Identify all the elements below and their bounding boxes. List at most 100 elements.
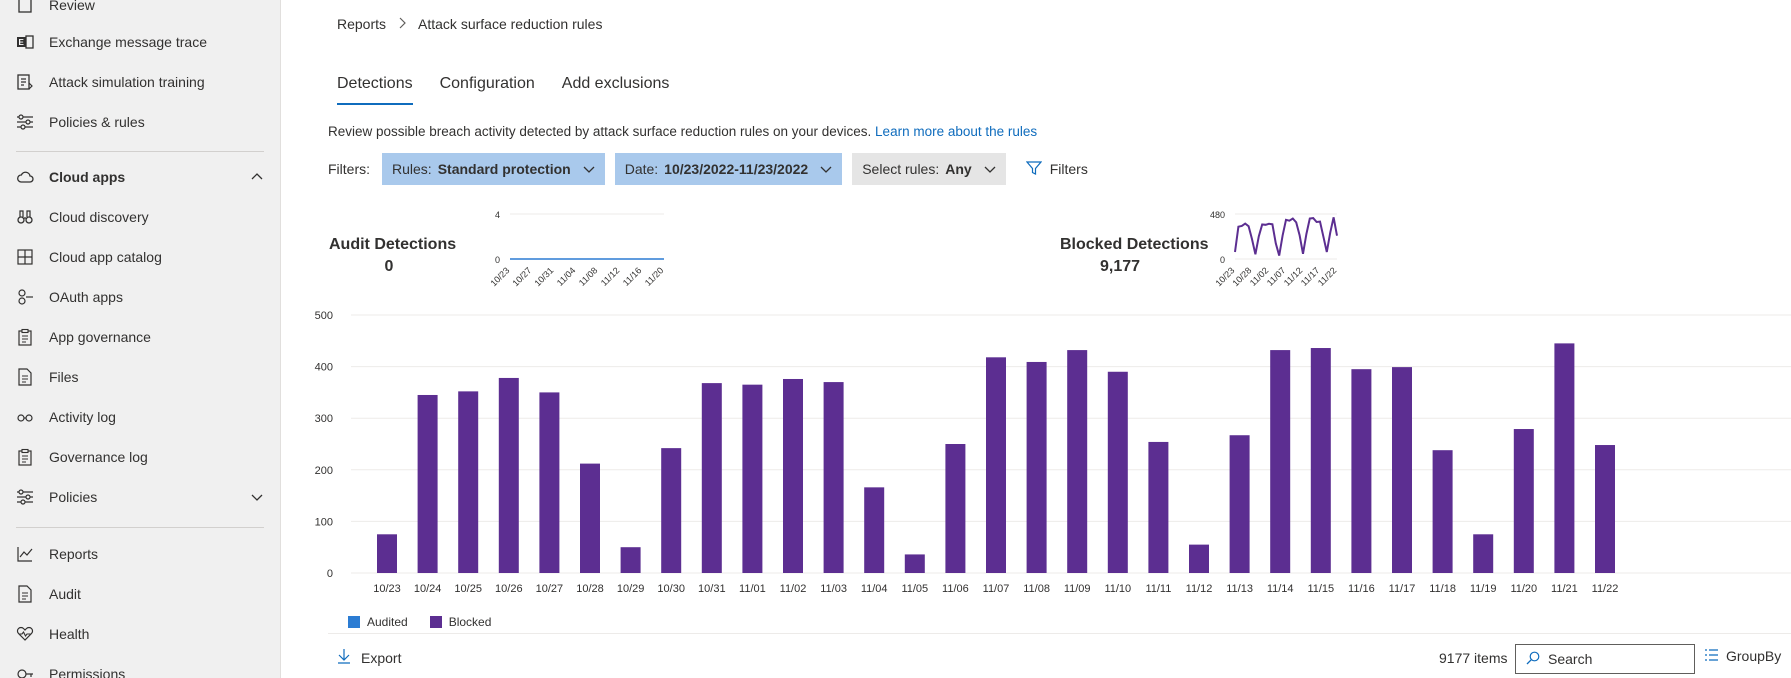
x-tick-label: 10/27 xyxy=(536,583,564,595)
x-tick-label: 11/16 xyxy=(1348,583,1375,595)
select-rules-value: Any xyxy=(945,161,972,177)
nav-item-health[interactable]: Health xyxy=(0,614,280,654)
heart-icon xyxy=(16,625,34,643)
nav-item-app-governance[interactable]: App governance xyxy=(0,317,280,357)
bar-blocked-11-22 xyxy=(1595,445,1615,573)
nav-item-policies-rules[interactable]: Policies & rules xyxy=(0,102,280,142)
bar-blocked-11-17 xyxy=(1392,367,1412,573)
chevron-down-icon xyxy=(820,161,832,177)
sliders-icon xyxy=(16,488,34,506)
tab-list: Detections Configuration Add exclusions xyxy=(337,75,669,105)
y-tick-label: 500 xyxy=(315,310,333,322)
bar-blocked-10-26 xyxy=(498,377,519,573)
x-tick-label: 11/03 xyxy=(820,583,847,595)
nav-item-exchange-message-trace[interactable]: E Exchange message trace xyxy=(0,22,280,62)
spark-x-tick-label: 11/07 xyxy=(1265,265,1288,288)
filter-funnel-icon xyxy=(1025,160,1042,179)
nav-item-activity-log[interactable]: Activity log xyxy=(0,397,280,437)
tab-add-exclusions[interactable]: Add exclusions xyxy=(561,75,670,92)
legend-item-audited[interactable]: Audited xyxy=(348,615,408,629)
audit-detections-title: Audit Detections xyxy=(329,236,457,253)
exchange-icon: E xyxy=(16,33,34,51)
nav-item-governance-log[interactable]: Governance log xyxy=(0,437,280,477)
spark-x-tick-label: 10/27 xyxy=(510,265,533,288)
breadcrumb-reports[interactable]: Reports xyxy=(337,16,387,32)
filters-button[interactable]: Filters xyxy=(1016,153,1098,185)
x-tick-label: 11/07 xyxy=(983,583,1010,595)
rules-filter-value: Standard protection xyxy=(437,161,571,177)
svg-text:E: E xyxy=(19,38,25,47)
nav-divider xyxy=(16,151,264,152)
nav-item-oauth-apps[interactable]: OAuth apps xyxy=(0,277,280,317)
audit-detections-value: 0 xyxy=(384,258,394,275)
nav-item-permissions[interactable]: Permissions xyxy=(0,654,280,678)
spark-ymax-label: 480 xyxy=(1210,210,1225,220)
x-tick-label: 11/02 xyxy=(780,583,807,595)
bar-blocked-10-24 xyxy=(417,394,438,573)
oauth-icon xyxy=(16,288,34,306)
x-tick-label: 10/29 xyxy=(617,583,645,595)
tab-configuration[interactable]: Configuration xyxy=(439,75,535,92)
nav-item-policies[interactable]: Policies xyxy=(0,477,280,517)
nav-item-cloud-apps[interactable]: Cloud apps xyxy=(0,157,280,197)
rules-filter-button[interactable]: Rules: Standard protection xyxy=(382,153,605,185)
bar-blocked-10-31 xyxy=(701,383,722,573)
page-description: Review possible breach activity detected… xyxy=(328,124,1037,139)
search-placeholder: Search xyxy=(1548,651,1593,667)
cloud-icon xyxy=(16,168,34,186)
bar-blocked-11-12 xyxy=(1189,544,1209,573)
x-tick-label: 11/22 xyxy=(1592,583,1619,595)
chevron-down-icon[interactable] xyxy=(250,490,264,504)
rules-filter-key: Rules: xyxy=(392,161,432,177)
chevron-down-icon xyxy=(984,161,996,177)
export-button[interactable]: Export xyxy=(337,648,401,667)
bar-blocked-11-05 xyxy=(904,554,925,573)
legend-label-audited: Audited xyxy=(367,615,408,629)
y-tick-label: 100 xyxy=(315,516,333,528)
date-filter-button[interactable]: Date: 10/23/2022-11/23/2022 xyxy=(614,153,843,185)
sliders-icon xyxy=(16,113,34,131)
x-tick-label: 11/05 xyxy=(901,583,928,595)
tab-detections[interactable]: Detections xyxy=(337,75,413,105)
x-tick-label: 10/24 xyxy=(414,583,442,595)
spark-x-tick-label: 11/02 xyxy=(1248,265,1271,288)
search-icon xyxy=(1526,651,1540,668)
nav-item-reports[interactable]: Reports xyxy=(0,534,280,574)
nav-item-files[interactable]: Files xyxy=(0,357,280,397)
y-tick-label: 400 xyxy=(315,362,333,374)
learn-more-link[interactable]: Learn more about the rules xyxy=(875,124,1038,139)
chevron-up-icon[interactable] xyxy=(250,170,264,184)
select-rules-button[interactable]: Select rules: Any xyxy=(852,153,1006,185)
nav-divider xyxy=(16,527,264,528)
nav-item-review[interactable]: Review xyxy=(0,0,280,25)
bar-blocked-11-16 xyxy=(1351,369,1372,573)
groupby-button[interactable]: GroupBy xyxy=(1704,648,1781,664)
x-tick-label: 11/10 xyxy=(1104,583,1131,595)
nav-item-cloud-discovery[interactable]: Cloud discovery xyxy=(0,197,280,237)
bar-blocked-11-13 xyxy=(1229,435,1250,573)
toolbar-divider xyxy=(328,633,1791,634)
x-tick-label: 11/09 xyxy=(1064,583,1091,595)
file-icon xyxy=(16,368,34,386)
chevron-down-icon xyxy=(583,161,595,177)
nav-item-audit[interactable]: Audit xyxy=(0,574,280,614)
left-navigation: Review E Exchange message trace Attack s… xyxy=(0,0,281,678)
nav-item-cloud-app-catalog[interactable]: Cloud app catalog xyxy=(0,237,280,277)
x-tick-label: 10/25 xyxy=(454,583,482,595)
bar-blocked-11-14 xyxy=(1270,350,1291,573)
search-box[interactable]: Search xyxy=(1515,644,1695,674)
legend-item-blocked[interactable]: Blocked xyxy=(429,615,491,629)
nav-item-attack-simulation-training[interactable]: Attack simulation training xyxy=(0,62,280,102)
list-icon xyxy=(1704,648,1718,664)
key-icon xyxy=(16,665,34,678)
simulation-icon xyxy=(16,73,34,91)
y-tick-label: 200 xyxy=(315,465,333,477)
spark-x-tick-label: 11/04 xyxy=(555,265,578,288)
x-tick-label: 10/28 xyxy=(576,583,604,595)
breadcrumb-current: Attack surface reduction rules xyxy=(418,16,603,32)
bar-blocked-11-19 xyxy=(1473,534,1494,573)
detections-bar-chart: 0 100 200 300 400 500 10/23 10/24 10/25 10/26 10/2… xyxy=(315,310,1791,595)
x-tick-label: 11/01 xyxy=(739,583,766,595)
bar-blocked-11-09 xyxy=(1067,350,1088,573)
